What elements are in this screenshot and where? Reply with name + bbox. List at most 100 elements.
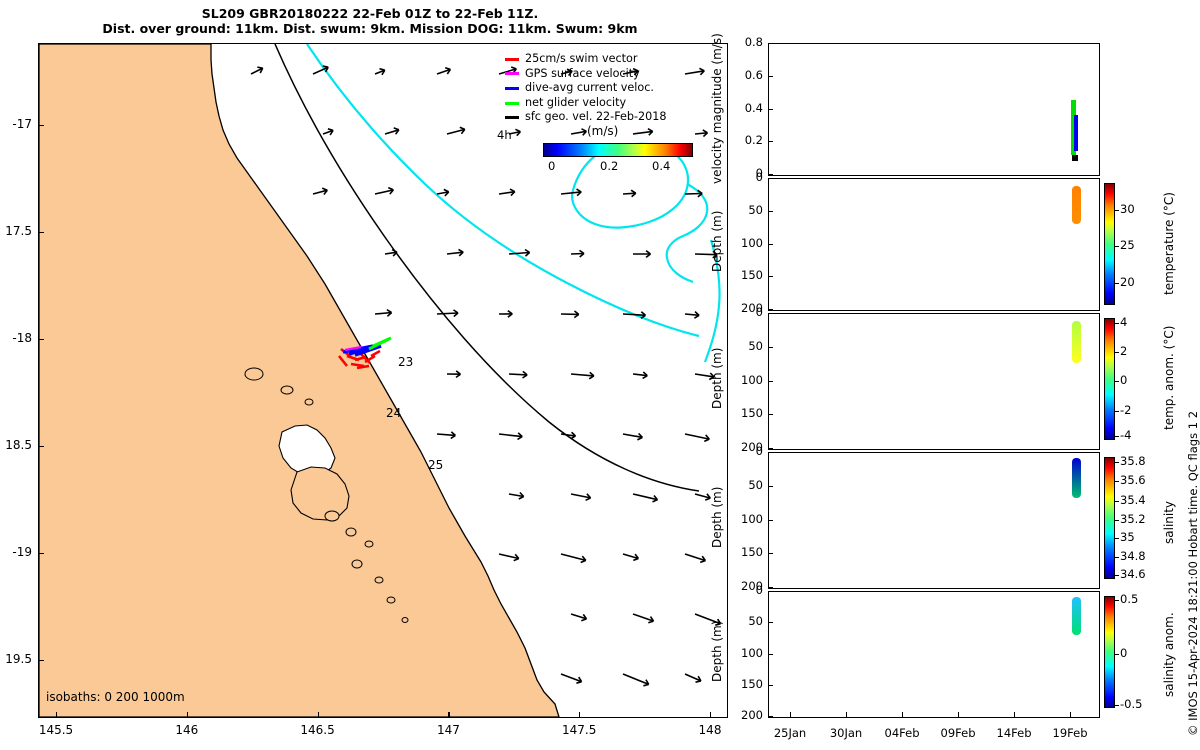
panel-ytick-mark bbox=[768, 174, 773, 176]
colorbar-label-salinity-anomaly: salinity anom. bbox=[1162, 612, 1176, 697]
colorbar-tick-mark bbox=[1115, 520, 1119, 522]
colorbar-tick-mark bbox=[1115, 481, 1119, 483]
legend-color-swatch-ff0000 bbox=[505, 57, 519, 61]
small-islands bbox=[244, 367, 409, 623]
colorbar-tick-label: -2 bbox=[1120, 402, 1132, 417]
time-tick-label: 14Feb bbox=[996, 726, 1032, 740]
colorbar-tick-label: 0 bbox=[1120, 373, 1128, 388]
panel-ytick-mark bbox=[768, 684, 773, 686]
map-ytick-label: 19.5 bbox=[5, 652, 32, 666]
panel-ytick-mark bbox=[768, 210, 773, 212]
copyright-notice: © IMOS 15-Apr-2024 18:21:00 Hobart time.… bbox=[1186, 410, 1200, 736]
panel-ytick-label: 50 bbox=[748, 202, 763, 217]
map-ytick-mark bbox=[38, 660, 44, 662]
map-xtick-label: 147 bbox=[436, 723, 460, 737]
panel-ytick-label: 0 bbox=[755, 305, 763, 319]
legend-item: dive-avg current veloc. bbox=[505, 81, 705, 96]
legend-item-label: net glider velocity bbox=[525, 95, 627, 109]
legend-item: 25cm/s swim vector bbox=[505, 52, 705, 67]
legend-item: GPS surface velocity bbox=[505, 67, 705, 82]
map-legend: 25cm/s swim vector GPS surface velocity … bbox=[505, 52, 705, 125]
time-tick-mark bbox=[846, 712, 848, 718]
map-xtick-label: 146.5 bbox=[300, 723, 335, 737]
net-glider-velocity-vectors bbox=[368, 336, 392, 351]
landmass-shape bbox=[39, 44, 560, 717]
colorbar-tick-label: 35.4 bbox=[1120, 492, 1146, 507]
isobath-1000m bbox=[306, 44, 700, 338]
title-line-1: SL209 GBR20180222 22-Feb 01Z to 22-Feb 1… bbox=[201, 6, 539, 21]
colorbar-tick-label: 20 bbox=[1120, 275, 1135, 290]
colorbar-tick-label: 34.6 bbox=[1120, 567, 1146, 582]
colorbar-tick-mark bbox=[1115, 704, 1119, 706]
panel-ytick-label: 100 bbox=[741, 645, 763, 660]
map-xtick-mark bbox=[317, 712, 319, 718]
map-ytick-mark bbox=[38, 339, 44, 341]
legend-item: net glider velocity bbox=[505, 96, 705, 111]
colorbar-tick-label: 34.8 bbox=[1120, 549, 1146, 564]
map-ytick-label: 18.5 bbox=[5, 438, 32, 452]
panel-ylabel-temperature-anomaly: Depth (m) bbox=[710, 347, 724, 410]
panel-ytick-label: 150 bbox=[741, 545, 763, 560]
panel-ytick-label: 0.6 bbox=[744, 67, 763, 82]
velocity-data-green bbox=[1071, 100, 1076, 155]
map-colorbar: (m/s) 0 0.2 0.4 bbox=[543, 124, 693, 173]
colorbar-tick-label: 0.4 bbox=[652, 159, 671, 173]
colorbar-tick-mark bbox=[1115, 500, 1119, 502]
colorbar-tick-label: 35.2 bbox=[1120, 512, 1146, 527]
colorbar-tick-label: 35.6 bbox=[1120, 473, 1146, 488]
panel-ytick-label: 200 bbox=[741, 579, 763, 593]
panel-ytick-label: 150 bbox=[741, 676, 763, 691]
glider-track-vectors bbox=[337, 336, 392, 370]
panel-ytick-mark bbox=[768, 276, 773, 278]
panel-ytick-label: 200 bbox=[741, 301, 763, 315]
gps-surface-velocity-vectors bbox=[344, 345, 362, 352]
panel-ylabel-salinity-anomaly: Depth (m) bbox=[710, 620, 724, 683]
colorbar-label-temperature: temperature (°C) bbox=[1162, 192, 1176, 296]
map-ytick-label: -18 bbox=[12, 331, 32, 345]
colorbar-tick-label: 25 bbox=[1120, 238, 1135, 253]
island-hinchinbrook bbox=[290, 466, 350, 521]
panel-ytick-mark bbox=[768, 141, 773, 143]
panel-temperature-anomaly[interactable] bbox=[768, 313, 1100, 450]
map-xtick-label: 145.5 bbox=[38, 723, 74, 737]
page-title: SL209 GBR20180222 22-Feb 01Z to 22-Feb 1… bbox=[0, 6, 740, 36]
velocity-data-black bbox=[1072, 155, 1078, 161]
panel-ytick-label: 150 bbox=[741, 268, 763, 283]
colorbar-label-temperature-anomaly: temp. anom. (°C) bbox=[1162, 325, 1176, 431]
panel-velocity-magnitude[interactable] bbox=[768, 43, 1100, 176]
colorbar-tick-label: 0 bbox=[548, 159, 556, 173]
legend-item-label: dive-avg current veloc. bbox=[525, 81, 654, 95]
colorbar-tick-mark bbox=[1115, 575, 1119, 577]
time-tick-mark bbox=[1014, 712, 1016, 718]
colorbar-tick-label: -0.5 bbox=[1120, 696, 1143, 711]
map-ytick-label: -19 bbox=[12, 545, 32, 559]
colorbar-salinity bbox=[1104, 457, 1115, 579]
panel-salinity[interactable] bbox=[768, 452, 1100, 589]
map-xtick-mark bbox=[186, 712, 188, 718]
colorbar-tick-mark bbox=[1115, 600, 1119, 602]
panel-ytick-label: 0.4 bbox=[744, 100, 763, 115]
panel-salinity-anomaly[interactable] bbox=[768, 591, 1100, 718]
panel-ytick-label: 100 bbox=[741, 511, 763, 526]
time-tick-label: 30Jan bbox=[829, 726, 863, 740]
legend-color-swatch-ff00ff bbox=[505, 72, 519, 76]
legend-item-label: GPS surface velocity bbox=[525, 66, 640, 80]
panel-ytick-mark bbox=[768, 452, 773, 454]
time-tick-label: 19Feb bbox=[1052, 726, 1088, 740]
panel-ytick-mark bbox=[768, 553, 773, 555]
time-tick-label: 25Jan bbox=[773, 726, 807, 740]
panel-ytick-label: 50 bbox=[748, 614, 763, 629]
colorbar-tick-mark bbox=[1115, 246, 1119, 248]
map-ytick-mark bbox=[38, 446, 44, 448]
colorbar-tick-mark bbox=[1115, 283, 1119, 285]
panel-ytick-label: 100 bbox=[741, 235, 763, 250]
colorbar-tick-mark bbox=[1115, 209, 1119, 211]
colorbar-temperature-anomaly bbox=[1104, 318, 1115, 440]
map-ytick-mark bbox=[38, 232, 44, 234]
isobath-1000m-east bbox=[703, 239, 721, 363]
map-xtick-mark bbox=[579, 712, 581, 718]
time-tick-mark bbox=[958, 712, 960, 718]
panel-temperature[interactable] bbox=[768, 178, 1100, 311]
map-xtick-label: 148 bbox=[698, 723, 722, 737]
colorbar-tick-mark bbox=[1115, 537, 1119, 539]
